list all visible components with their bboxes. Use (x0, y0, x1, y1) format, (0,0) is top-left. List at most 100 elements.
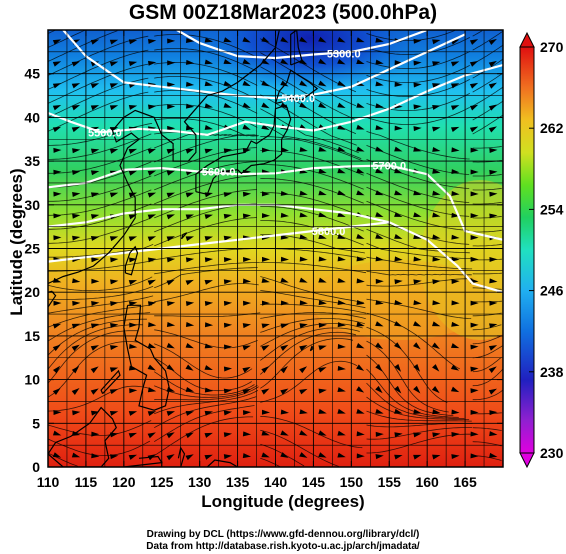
wind-arrow (470, 322, 479, 328)
wind-arrow (110, 345, 119, 350)
height-contour (48, 63, 503, 137)
wind-arrow (223, 388, 233, 394)
wind-arrow (489, 410, 498, 416)
wind-arrow (243, 300, 252, 306)
wind-arrow (488, 345, 498, 351)
wind-arrow (470, 388, 479, 394)
wind-arrow (185, 59, 195, 65)
wind-arrow (262, 300, 270, 306)
wind-arrow (337, 365, 346, 371)
wind-arrow (261, 147, 270, 153)
wind-arrow (318, 277, 327, 283)
wind-arrow (204, 387, 214, 393)
wind-arrow (261, 213, 270, 219)
streamline (260, 178, 364, 204)
wind-arrow (110, 257, 119, 263)
colorbar-tick-label: 230 (540, 445, 564, 461)
wind-arrow (394, 432, 403, 438)
wind-arrow (318, 234, 327, 239)
wind-arrow (432, 300, 441, 306)
y-axis-ticks: 0 5 10 15 20 25 30 35 40 45 (24, 66, 503, 475)
wind-arrow (432, 190, 441, 196)
wind-arrow (185, 432, 194, 439)
wind-arrow (166, 411, 176, 416)
wind-arrow (128, 148, 138, 154)
wind-arrow (185, 214, 195, 220)
wind-arrow (394, 256, 403, 262)
wind-arrow (52, 39, 62, 45)
wind-arrow (488, 104, 497, 111)
wind-arrow (356, 342, 365, 349)
wind-arrow (450, 386, 460, 393)
wind-arrow (299, 58, 308, 65)
wind-arrow (451, 147, 460, 153)
wind-arrow (432, 146, 441, 152)
wind-arrow (242, 58, 251, 65)
wind-arrow (432, 212, 441, 218)
streamline (472, 202, 502, 205)
wind-arrow (185, 454, 194, 461)
wind-arrow (223, 279, 233, 285)
wind-arrow (470, 191, 479, 197)
wind-arrow (413, 190, 422, 196)
wind-arrow (166, 321, 176, 327)
wind-arrow (90, 345, 100, 351)
streamline (366, 298, 472, 319)
streamline (366, 256, 473, 270)
wind-arrows (52, 36, 498, 461)
wind-arrow (242, 389, 251, 395)
wind-arrow (432, 454, 441, 460)
wind-arrow (451, 431, 460, 437)
y-tick-label: 45 (24, 66, 40, 82)
wind-arrow (90, 148, 100, 154)
wind-arrow (148, 104, 157, 110)
x-tick-label: 155 (378, 474, 402, 490)
wind-arrow (242, 124, 251, 130)
wind-arrow (90, 105, 100, 111)
wind-arrow (413, 256, 422, 262)
coastline (48, 30, 280, 285)
wind-arrow (52, 344, 61, 352)
x-tick-label: 145 (302, 474, 326, 490)
wind-arrow (470, 431, 479, 437)
wind-arrow (318, 168, 327, 174)
wind-arrow (356, 256, 365, 262)
y-tick-label: 35 (24, 153, 40, 169)
wind-arrow (90, 366, 99, 374)
wind-arrow (394, 146, 403, 152)
wind-arrow (128, 411, 138, 416)
wind-arrow (185, 81, 195, 87)
wind-arrow (488, 38, 497, 46)
wind-arrow (52, 452, 62, 458)
streamline (48, 260, 154, 272)
wind-arrow (204, 37, 214, 43)
wind-arrow (451, 321, 460, 327)
wind-arrow (337, 300, 346, 306)
wind-arrow (53, 169, 62, 175)
wind-arrow (148, 322, 157, 328)
wind-arrow (148, 38, 157, 44)
wind-arrow (185, 279, 194, 286)
wind-arrow (470, 344, 479, 350)
wind-arrow (242, 345, 251, 351)
wind-arrow (204, 322, 214, 328)
streamline (366, 37, 470, 55)
wind-arrow (375, 59, 384, 65)
wind-arrow (318, 430, 327, 436)
wind-arrow (375, 103, 384, 109)
wind-arrow (469, 126, 479, 133)
wind-arrow (147, 364, 156, 371)
wind-arrow (413, 126, 422, 132)
wind-arrow (470, 169, 479, 175)
wind-arrow (223, 432, 233, 438)
wind-arrow (337, 430, 346, 436)
wind-arrow (299, 256, 308, 262)
streamline (48, 438, 151, 457)
wind-arrow (71, 387, 80, 395)
wind-arrow (204, 301, 214, 306)
wind-arrow (147, 192, 157, 198)
coastline (100, 369, 121, 395)
wind-arrow (52, 430, 62, 436)
wind-arrow (337, 322, 346, 328)
wind-arrow (356, 168, 365, 174)
